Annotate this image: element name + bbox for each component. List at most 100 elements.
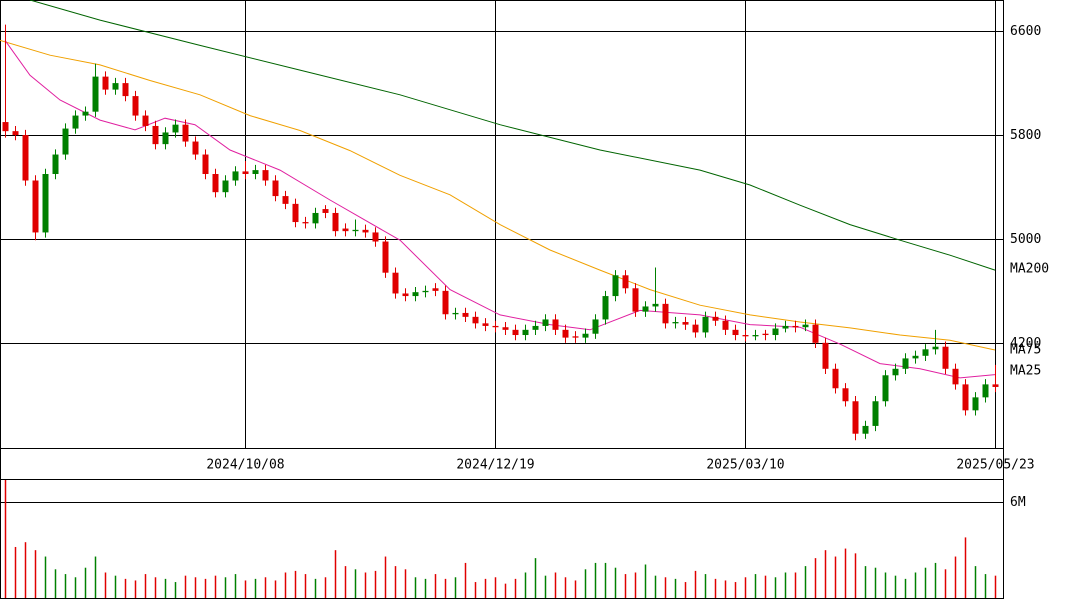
candle-body (512, 329, 519, 336)
candle-body (402, 293, 409, 297)
candle-body (932, 346, 939, 350)
y-tick-label: 6M (1010, 495, 1026, 510)
x-tick-label: 2024/10/08 (206, 458, 284, 473)
candle-body (12, 131, 19, 136)
candle-body (542, 319, 549, 326)
candle-body (362, 229, 369, 233)
candle-body (372, 232, 379, 242)
candle-body (502, 327, 509, 330)
candle-body (342, 228, 349, 232)
candle-body (812, 324, 819, 343)
x-tick-label: 2024/12/19 (456, 458, 534, 473)
legend-label: MA25 (1010, 364, 1041, 379)
candle-body (972, 397, 979, 411)
candle-body (282, 196, 289, 204)
candle-body (222, 180, 229, 193)
candle-body (982, 384, 989, 398)
candle-body (132, 96, 139, 116)
candle-body (92, 76, 99, 112)
candle-body (172, 124, 179, 133)
candle-body (472, 316, 479, 324)
candle-body (152, 125, 159, 145)
y-tick-label: 5800 (1010, 128, 1041, 143)
candle-body (922, 349, 929, 356)
candle-body (262, 170, 269, 181)
y-tick-label: 6600 (1010, 24, 1041, 39)
x-tick-label: 2025/03/10 (706, 458, 784, 473)
candle-body (62, 128, 69, 155)
candle-body (622, 275, 629, 289)
candle-body (162, 132, 169, 145)
candle-body (822, 342, 829, 369)
candle-body (782, 325, 789, 329)
candle-body (522, 329, 529, 336)
candle-body (772, 328, 779, 336)
candle-body (882, 375, 889, 402)
candle-body (662, 303, 669, 324)
candle-body (552, 319, 559, 330)
candle-body (942, 346, 949, 369)
candle-body (632, 288, 639, 312)
candle-body (252, 170, 259, 175)
candle-body (482, 323, 489, 326)
candle-body (102, 76, 109, 90)
candle-body (892, 368, 899, 376)
candle-body (352, 229, 359, 232)
candle-body (82, 111, 89, 116)
candle-body (532, 325, 539, 330)
candle-body (672, 322, 679, 324)
candle-body (202, 154, 209, 175)
candle-body (832, 368, 839, 389)
candle-body (642, 306, 649, 312)
candle-body (52, 154, 59, 175)
candle-body (902, 358, 909, 369)
candle-body (872, 401, 879, 426)
candle-body (842, 388, 849, 402)
candle-body (912, 355, 919, 359)
candle-body (602, 296, 609, 320)
candle-body (292, 203, 299, 223)
candle-body (952, 368, 959, 385)
candle-body (192, 141, 199, 155)
candle-body (2, 122, 9, 132)
candle-body (142, 115, 149, 126)
candle-body (242, 171, 249, 175)
candle-body (112, 83, 119, 90)
candle-body (802, 324, 809, 328)
candle-body (572, 336, 579, 338)
candle-body (392, 272, 399, 294)
candle-body (752, 335, 759, 337)
candle-body (462, 312, 469, 317)
candle-body (712, 316, 719, 321)
y-tick-label: 5000 (1010, 232, 1041, 247)
candle-body (312, 212, 319, 224)
candle-body (182, 124, 189, 142)
volume-frame (0, 479, 1004, 599)
candle-body (272, 180, 279, 197)
candle-body (442, 290, 449, 315)
candle-body (742, 335, 749, 337)
candle-body (592, 319, 599, 334)
candle-body (412, 292, 419, 297)
candle-body (582, 333, 589, 338)
candle-body (732, 329, 739, 336)
candle-body (562, 329, 569, 338)
moving-average-line (4, 40, 996, 379)
y-tick-label: 4200 (1010, 336, 1041, 351)
candle-body (422, 290, 429, 293)
candle-body (432, 288, 439, 291)
moving-average-line (0, 39, 996, 351)
candle-body (332, 212, 339, 232)
candle-body (992, 384, 999, 387)
candle-body (792, 325, 799, 328)
candle-body (42, 174, 49, 233)
candle-body (322, 209, 329, 213)
candle-body (492, 325, 499, 328)
candle-body (122, 83, 129, 97)
candle-body (232, 171, 239, 181)
candle-body (962, 384, 969, 411)
candle-body (382, 241, 389, 273)
candle-body (452, 312, 459, 315)
candle-body (22, 135, 29, 181)
